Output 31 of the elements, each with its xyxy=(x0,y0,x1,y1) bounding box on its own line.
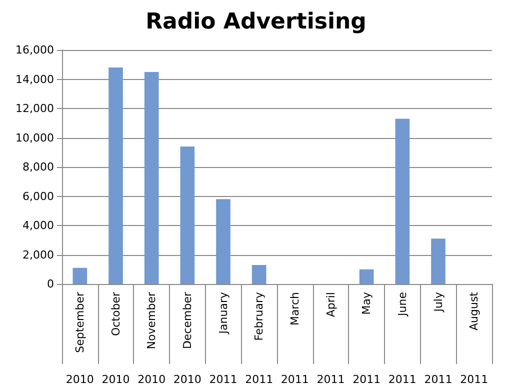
category-label: August 2011 xyxy=(460,292,488,386)
y-tick-label: 6,000 xyxy=(22,190,54,203)
category-label: July 2011 xyxy=(424,292,452,386)
y-tick-label: 2,000 xyxy=(22,248,54,262)
bar xyxy=(108,68,123,284)
category-label: November 2010 xyxy=(138,292,166,386)
bar xyxy=(359,269,374,284)
category-label: April 2011 xyxy=(316,292,345,386)
category-label: December 2010 xyxy=(173,292,202,386)
y-tick-label: 14,000 xyxy=(16,72,54,86)
bar xyxy=(431,238,446,284)
bar xyxy=(395,118,410,284)
y-tick-label: 12,000 xyxy=(16,102,54,115)
chart-title: Radio Advertising xyxy=(146,10,366,34)
y-tick-label: 16,000 xyxy=(16,44,54,56)
category-label: February 2011 xyxy=(245,292,274,386)
bar xyxy=(72,268,88,284)
category-label: October 2010 xyxy=(102,292,130,386)
category-label: September 2010 xyxy=(66,292,94,386)
bar xyxy=(216,199,230,284)
y-tick-label: 4,000 xyxy=(22,219,54,232)
y-tick-label: 10,000 xyxy=(16,131,54,144)
category-label: January 2011 xyxy=(209,292,238,386)
category-label: June 2011 xyxy=(388,292,416,386)
category-label: March 2011 xyxy=(280,292,309,386)
bar xyxy=(252,264,266,284)
bar xyxy=(144,72,159,284)
category-label: May 2011 xyxy=(352,292,381,386)
y-tick-label: 0 xyxy=(47,278,54,290)
y-tick-label: 8,000 xyxy=(22,160,54,174)
bar xyxy=(180,146,195,284)
